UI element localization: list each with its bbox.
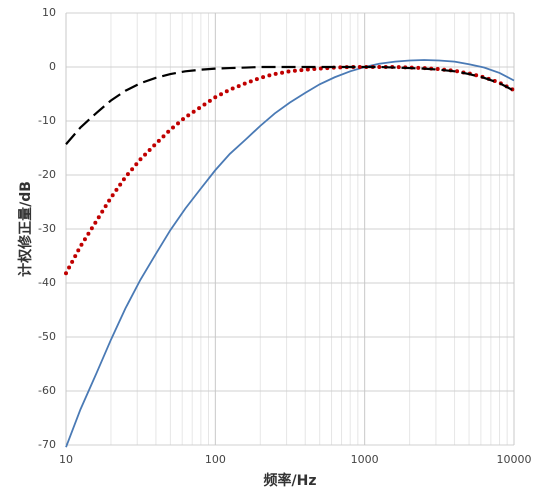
series-line <box>65 65 515 145</box>
y-tick-label: -50 <box>38 330 56 343</box>
y-tick-label: -10 <box>38 114 56 127</box>
y-tick-label: -60 <box>38 384 56 397</box>
x-tick-label: 1000 <box>351 453 379 466</box>
y-tick-label: -20 <box>38 168 56 181</box>
y-tick-label: 10 <box>42 6 56 19</box>
y-tick-label: -30 <box>38 222 56 235</box>
x-axis-label: 频率/Hz <box>264 472 317 489</box>
x-tick-label: 10000 <box>497 453 532 466</box>
series-line <box>65 59 515 448</box>
y-tick-label: 0 <box>49 60 56 73</box>
series-line <box>64 65 516 276</box>
y-tick-label: -70 <box>38 438 56 451</box>
y-tick-label: -40 <box>38 276 56 289</box>
y-axis-label: 计权修正量/dB <box>17 181 34 277</box>
x-tick-label: 10 <box>59 453 73 466</box>
x-tick-label: 100 <box>205 453 226 466</box>
